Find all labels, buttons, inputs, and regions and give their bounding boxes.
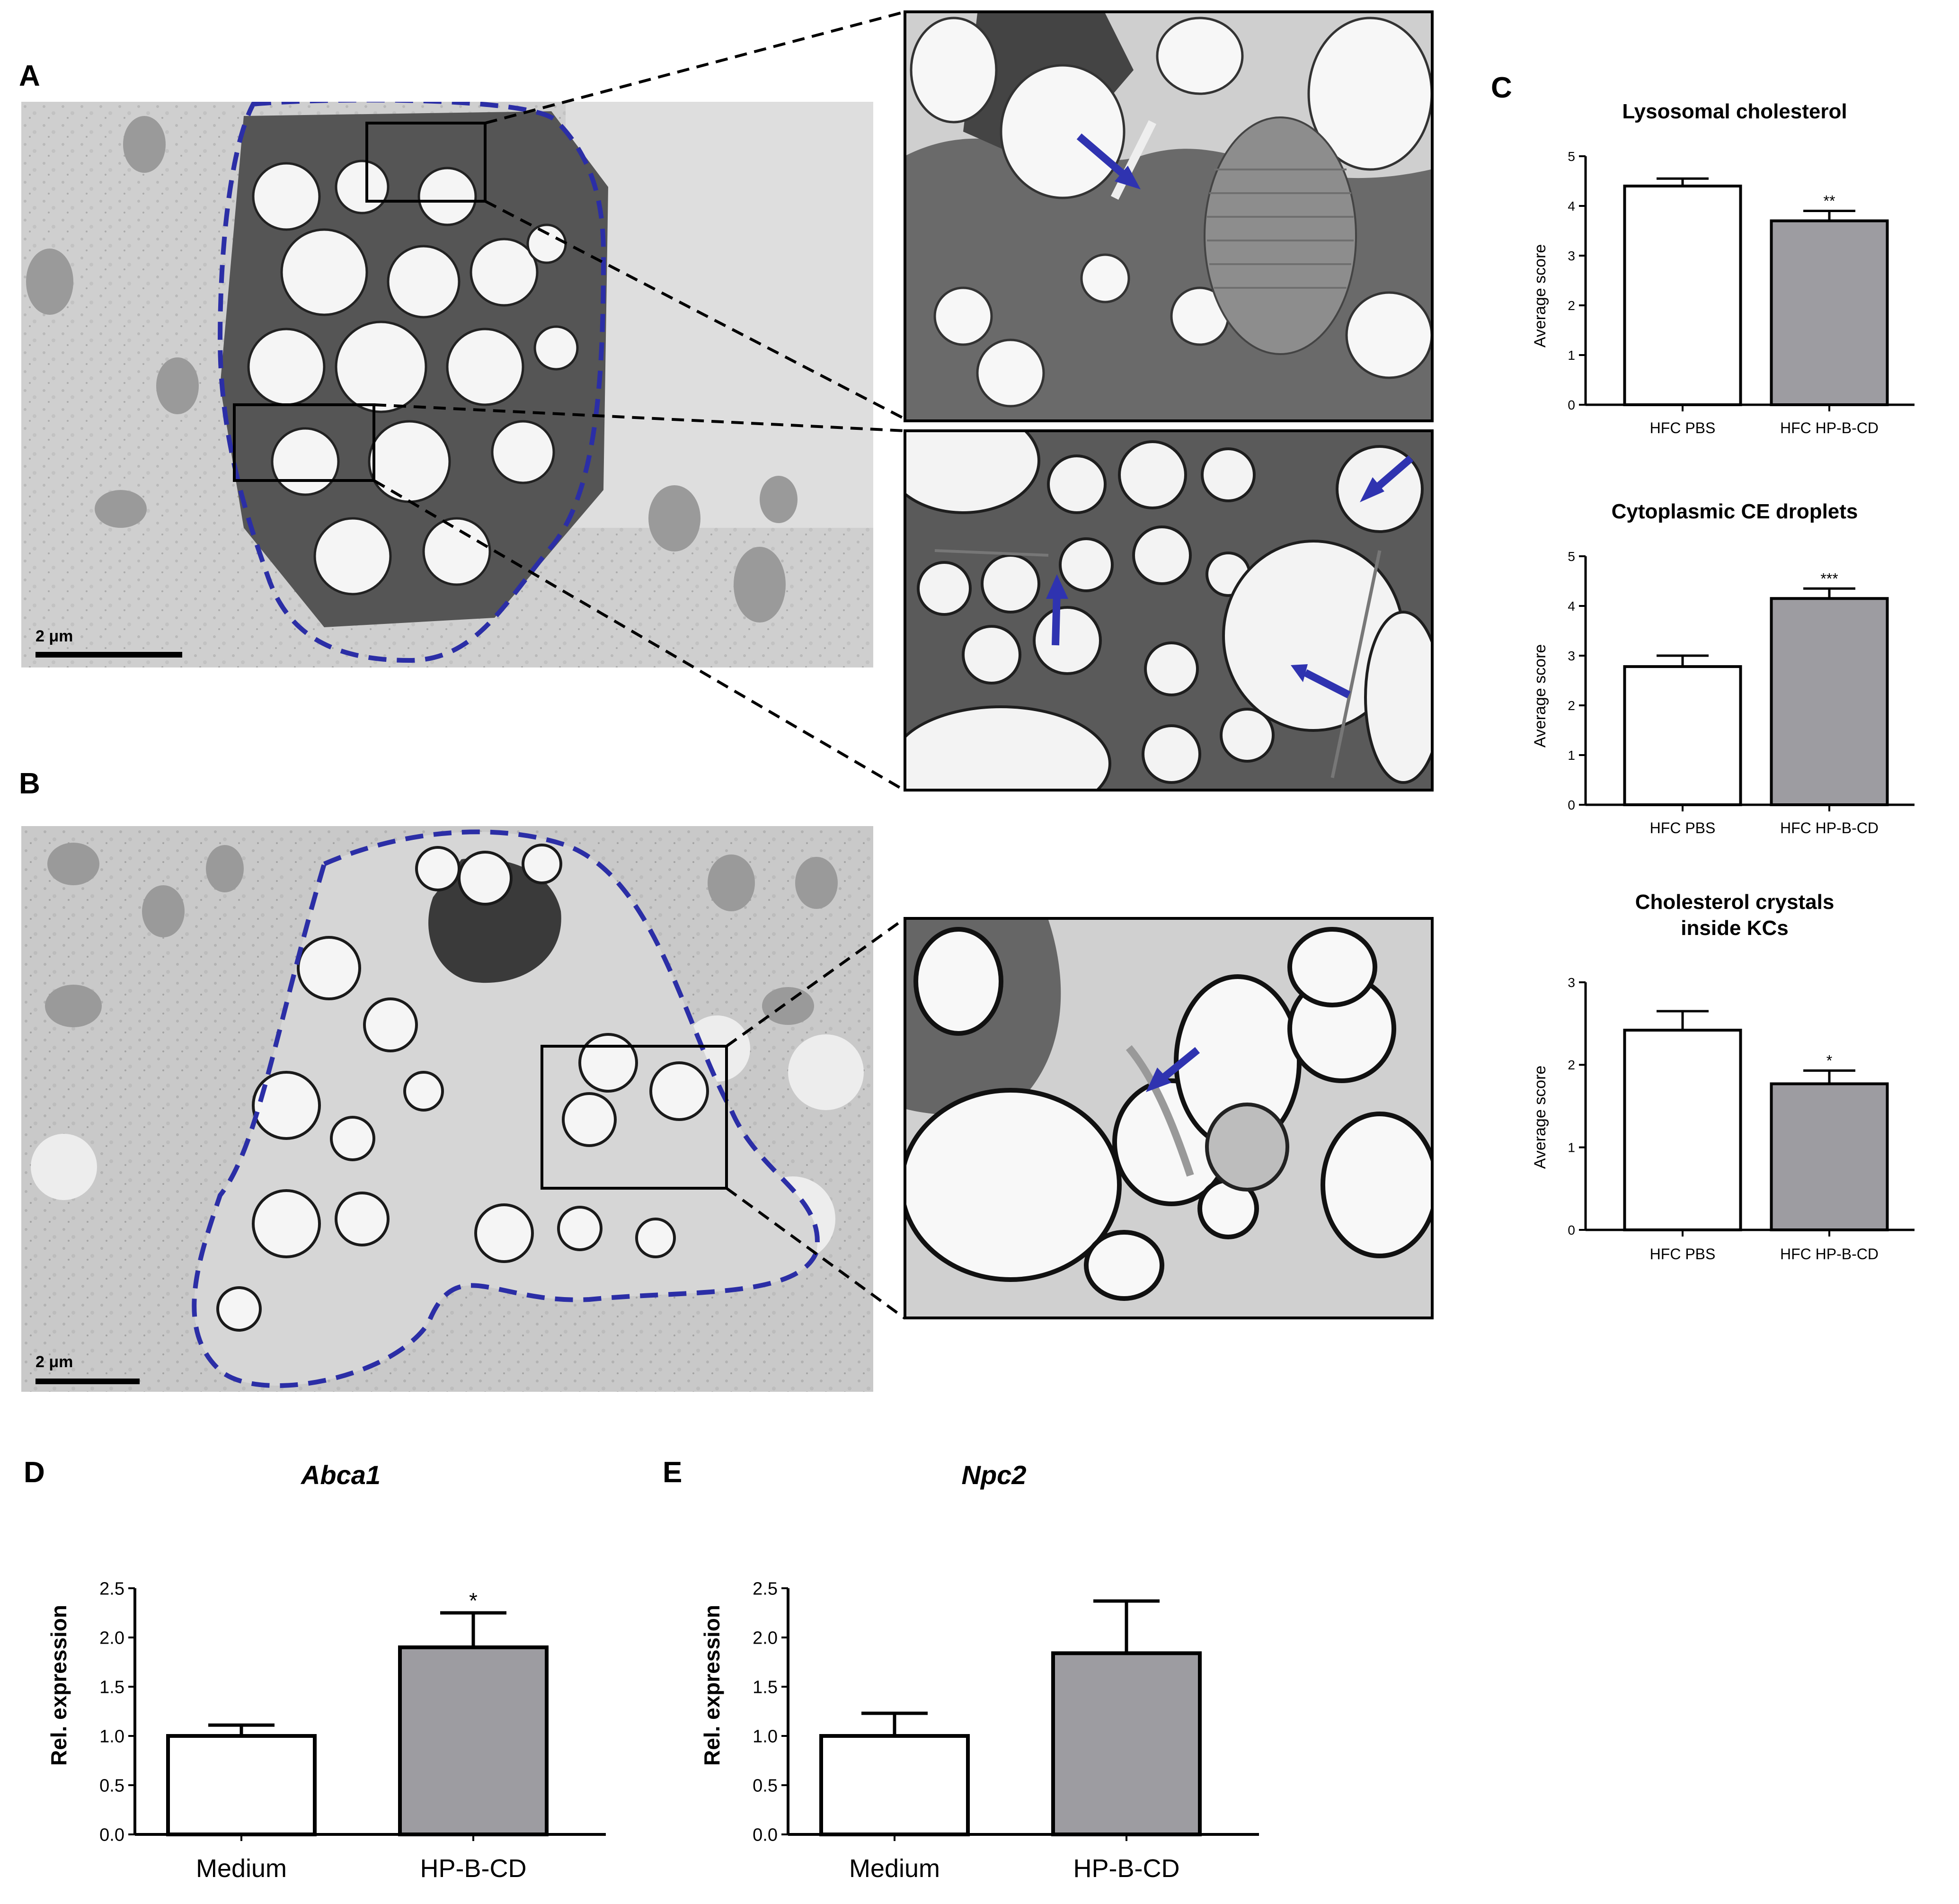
chart-e-category-label-0: Medium <box>849 1854 940 1883</box>
panel-letter-a: A <box>19 60 40 92</box>
scalebar-label-a: 2 μm <box>35 627 73 645</box>
chart-c2-bar-0 <box>1623 665 1742 806</box>
chart-c1: Lysosomal cholesterol Average score 0 1 2 3… <box>1531 100 1915 436</box>
zoom-inset-a-bottom <box>904 429 1434 792</box>
micrograph-b <box>21 826 873 1392</box>
chart-c1-ytick-label-5: 5 <box>1568 149 1575 164</box>
chart-c3-ytick-label-2: 2 <box>1568 1058 1575 1072</box>
chart-c3-title-line1: Cholesterol crystals <box>1635 890 1835 914</box>
chart-c3-ytick-label-1: 1 <box>1568 1140 1575 1155</box>
chart-c3-bar-0 <box>1623 1029 1742 1231</box>
panel-letter-b: B <box>19 767 40 800</box>
chart-c1-ytick-label-3: 3 <box>1568 249 1575 263</box>
chart-d-ylabel: Rel. expression <box>46 1605 71 1766</box>
chart-c3-category-label-1: HFC HP-B-CD <box>1780 1246 1879 1263</box>
chart-c2-ylabel: Average score <box>1531 644 1549 748</box>
chart-c3-significance-1: * <box>1826 1052 1832 1069</box>
chart-d-significance-1: * <box>469 1588 478 1613</box>
chart-d-category-label-0: Medium <box>196 1854 287 1883</box>
chart-c3-title-line2: inside KCs <box>1681 916 1788 940</box>
chart-c2-ytick-label-5: 5 <box>1568 549 1575 564</box>
micrograph-a-texture <box>21 102 873 667</box>
chart-c1-ytick-label-1: 1 <box>1568 348 1575 363</box>
chart-d-ytick-label-1: 0.5 <box>99 1776 124 1796</box>
chart-d-bar-1 <box>398 1645 549 1836</box>
chart-c2-significance-1: *** <box>1820 570 1838 587</box>
chart-c1-significance-1: ** <box>1824 193 1835 210</box>
micrograph-b-texture <box>21 826 873 1392</box>
chart-c1-title: Lysosomal cholesterol <box>1622 100 1847 123</box>
chart-e-ytick-label-0: 0.0 <box>753 1825 778 1845</box>
chart-d-ytick-label-3: 1.5 <box>99 1677 124 1697</box>
chart-c2-ytick-label-0: 0 <box>1568 798 1575 812</box>
chart-c1-ytick-label-4: 4 <box>1568 199 1575 214</box>
chart-c2-ytick-label-2: 2 <box>1568 698 1575 713</box>
chart-e-bar-1 <box>1051 1651 1202 1836</box>
panel-letter-d: D <box>24 1456 45 1489</box>
chart-d-title: Abca1 <box>300 1460 381 1490</box>
chart-c3-ytick-label-0: 0 <box>1568 1223 1575 1237</box>
chart-c1-ytick-label-0: 0 <box>1568 398 1575 412</box>
chart-e-ytick-label-3: 1.5 <box>753 1677 778 1697</box>
chart-c2-ytick-label-3: 3 <box>1568 649 1575 663</box>
chart-c1-bar-0 <box>1623 185 1742 406</box>
chart-c2-category-label-1: HFC HP-B-CD <box>1780 819 1879 836</box>
chart-e-ytick-label-2: 1.0 <box>753 1726 778 1746</box>
chart-d-ytick-label-2: 1.0 <box>99 1726 124 1746</box>
chart-c2-ytick-label-4: 4 <box>1568 599 1575 614</box>
chart-e-bar-0 <box>819 1734 970 1836</box>
micrograph-a <box>21 102 873 667</box>
chart-c2-category-label-0: HFC PBS <box>1650 819 1716 836</box>
chart-c2-title: Cytoplasmic CE droplets <box>1612 500 1858 523</box>
chart-c1-category-label-1: HFC HP-B-CD <box>1780 419 1879 436</box>
chart-e-title: Npc2 <box>962 1460 1027 1490</box>
chart-d-ytick-label-5: 2.5 <box>99 1579 124 1599</box>
chart-c2-ytick-label-1: 1 <box>1568 748 1575 763</box>
chart-d-ytick-label-4: 2.0 <box>99 1628 124 1648</box>
scalebar-label-b: 2 μm <box>35 1353 73 1371</box>
chart-e-ytick-label-1: 0.5 <box>753 1776 778 1796</box>
chart-e-category-label-1: HP-B-CD <box>1073 1854 1180 1883</box>
chart-c1-ylabel: Average score <box>1531 244 1549 348</box>
chart-c3: Cholesterol crystals inside KCs Average … <box>1531 890 1915 1263</box>
chart-c1-ytick-label-2: 2 <box>1568 298 1575 313</box>
chart-c3-ytick-label-3: 3 <box>1568 975 1575 990</box>
chart-c3-bar-1 <box>1770 1082 1889 1231</box>
chart-e-ytick-label-4: 2.0 <box>753 1628 778 1648</box>
chart-c1-category-label-0: HFC PBS <box>1650 419 1716 436</box>
chart-d-category-label-1: HP-B-CD <box>420 1854 527 1883</box>
chart-d: Abca1 Rel. expression 0.0 0.5 1.0 1.5 2.0 2.5… <box>46 1460 606 1883</box>
chart-e-ytick-label-5: 2.5 <box>753 1579 778 1599</box>
chart-c2-bar-1 <box>1770 597 1889 806</box>
chart-c3-category-label-0: HFC PBS <box>1650 1246 1716 1263</box>
chart-e-ylabel: Rel. expression <box>700 1605 724 1766</box>
chart-c2: Cytoplasmic CE droplets Average score 0 1… <box>1531 500 1915 836</box>
zoom-inset-a-top <box>904 10 1434 422</box>
chart-c3-ylabel: Average score <box>1531 1066 1549 1169</box>
chart-d-bar-0 <box>166 1734 317 1836</box>
panel-letter-e: E <box>663 1456 683 1489</box>
chart-c1-bar-1 <box>1770 219 1889 406</box>
zoom-inset-b <box>904 917 1434 1319</box>
chart-d-ytick-label-0: 0.0 <box>99 1825 124 1845</box>
panel-letter-c: C <box>1491 71 1512 104</box>
chart-e: Npc2 Rel. expression 0.00.51.01.52.02.5 … <box>700 1460 1259 1883</box>
